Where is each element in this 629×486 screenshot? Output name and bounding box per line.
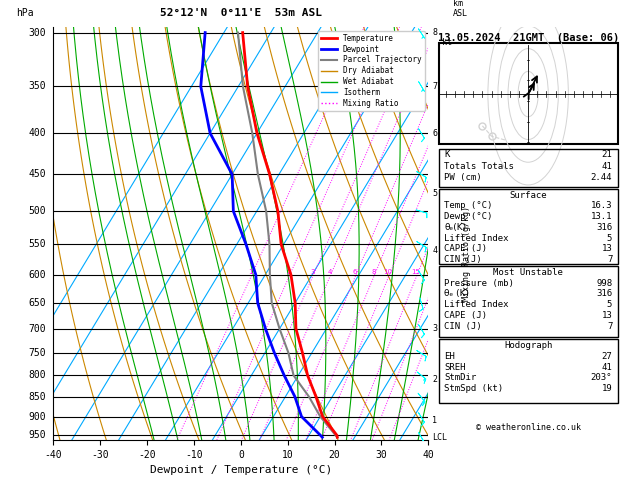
Text: 6: 6	[432, 129, 437, 138]
Text: StmSpd (kt): StmSpd (kt)	[444, 384, 503, 393]
Text: kt: kt	[442, 38, 452, 47]
Text: 8: 8	[371, 269, 376, 275]
Text: SREH: SREH	[444, 363, 465, 372]
Text: 1: 1	[248, 269, 253, 275]
Text: Lifted Index: Lifted Index	[444, 234, 508, 243]
Text: 41: 41	[601, 363, 612, 372]
Text: 650: 650	[29, 298, 47, 308]
Text: 10: 10	[384, 269, 392, 275]
Text: Dewp (°C): Dewp (°C)	[444, 212, 493, 221]
Text: PW (cm): PW (cm)	[444, 174, 482, 182]
Text: Most Unstable: Most Unstable	[493, 268, 563, 277]
Text: 203°: 203°	[591, 373, 612, 382]
Text: θₑ(K): θₑ(K)	[444, 223, 466, 232]
Text: 7: 7	[607, 322, 612, 330]
Text: 998: 998	[596, 279, 612, 288]
Text: 316: 316	[596, 290, 612, 298]
Text: 950: 950	[29, 431, 47, 440]
Text: 850: 850	[29, 392, 47, 401]
Text: Surface: Surface	[509, 191, 547, 200]
Text: 27: 27	[601, 352, 612, 361]
Text: Mixing Ratio (g/kg): Mixing Ratio (g/kg)	[462, 207, 471, 301]
Text: 4: 4	[327, 269, 331, 275]
Text: 316: 316	[596, 223, 612, 232]
Text: 600: 600	[29, 270, 47, 280]
Text: 5: 5	[432, 189, 437, 198]
Text: 13.1: 13.1	[591, 212, 612, 221]
Text: Totals Totals: Totals Totals	[444, 162, 514, 171]
Text: 4: 4	[432, 246, 437, 255]
Text: 5: 5	[607, 234, 612, 243]
Text: 16.3: 16.3	[591, 202, 612, 210]
Text: 1: 1	[432, 416, 437, 425]
Text: 3: 3	[432, 324, 437, 333]
Text: θₑ (K): θₑ (K)	[444, 290, 469, 298]
Text: StmDir: StmDir	[444, 373, 476, 382]
X-axis label: Dewpoint / Temperature (°C): Dewpoint / Temperature (°C)	[150, 465, 332, 475]
Text: CAPE (J): CAPE (J)	[444, 311, 487, 320]
Text: 700: 700	[29, 324, 47, 334]
Text: 5: 5	[607, 300, 612, 309]
Text: CIN (J): CIN (J)	[444, 255, 482, 264]
Text: 300: 300	[29, 28, 47, 37]
Text: 400: 400	[29, 128, 47, 138]
Text: 13: 13	[601, 244, 612, 253]
Text: 7: 7	[607, 255, 612, 264]
Bar	[438, 266, 618, 337]
Text: 2: 2	[287, 269, 291, 275]
Text: 900: 900	[29, 412, 47, 421]
Text: 7: 7	[432, 82, 437, 91]
Text: 13.05.2024  21GMT  (Base: 06): 13.05.2024 21GMT (Base: 06)	[438, 33, 619, 43]
Text: 450: 450	[29, 169, 47, 179]
Text: Pressure (mb): Pressure (mb)	[444, 279, 514, 288]
Text: 19: 19	[601, 384, 612, 393]
Text: 2.44: 2.44	[591, 174, 612, 182]
Text: 550: 550	[29, 240, 47, 249]
Text: Lifted Index: Lifted Index	[444, 300, 508, 309]
Text: 3: 3	[310, 269, 314, 275]
Text: CIN (J): CIN (J)	[444, 322, 482, 330]
Text: 13: 13	[601, 311, 612, 320]
Text: K: K	[444, 150, 449, 159]
Text: 21: 21	[601, 150, 612, 159]
Bar	[438, 189, 618, 264]
Text: © weatheronline.co.uk: © weatheronline.co.uk	[476, 423, 581, 433]
Text: 800: 800	[29, 370, 47, 381]
Text: 350: 350	[29, 82, 47, 91]
Text: 15: 15	[411, 269, 420, 275]
Text: 6: 6	[352, 269, 357, 275]
Text: km
ASL: km ASL	[453, 0, 468, 18]
Bar	[438, 43, 618, 144]
Text: 750: 750	[29, 348, 47, 358]
Text: 41: 41	[601, 162, 612, 171]
Text: EH: EH	[444, 352, 455, 361]
Legend: Temperature, Dewpoint, Parcel Trajectory, Dry Adiabat, Wet Adiabat, Isotherm, Mi: Temperature, Dewpoint, Parcel Trajectory…	[318, 31, 425, 111]
Bar	[438, 149, 618, 187]
Text: 2: 2	[432, 375, 437, 384]
Text: LCL: LCL	[432, 433, 447, 442]
Text: Hodograph: Hodograph	[504, 341, 552, 350]
Bar	[438, 339, 618, 403]
Text: hPa: hPa	[16, 8, 33, 18]
Text: 8: 8	[432, 28, 437, 37]
Text: CAPE (J): CAPE (J)	[444, 244, 487, 253]
Text: 500: 500	[29, 206, 47, 216]
Text: 52°12'N  0°11'E  53m ASL: 52°12'N 0°11'E 53m ASL	[160, 8, 322, 18]
Text: Temp (°C): Temp (°C)	[444, 202, 493, 210]
